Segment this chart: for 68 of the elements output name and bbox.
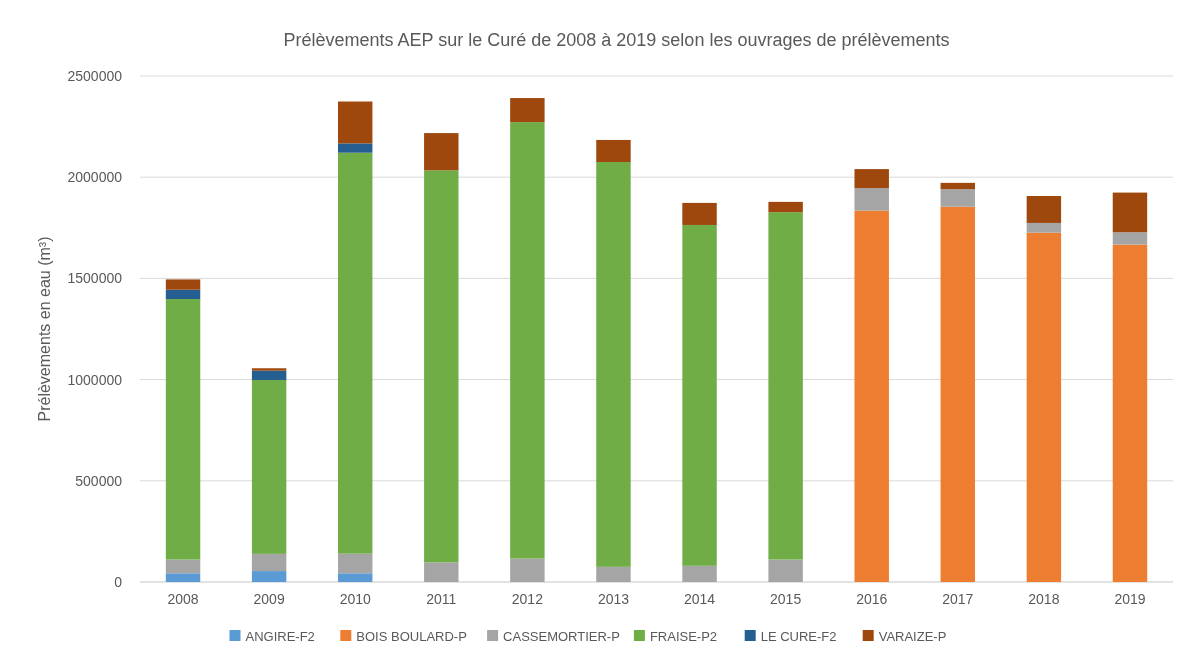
y-tick-label: 2000000 — [67, 169, 123, 186]
bar — [940, 189, 976, 207]
bar — [1112, 244, 1148, 582]
bar — [940, 182, 976, 190]
bar — [510, 558, 545, 582]
bar — [854, 188, 889, 211]
bar — [510, 122, 545, 559]
bar — [337, 573, 373, 582]
x-tick-label: 2014 — [683, 591, 716, 607]
bar — [1112, 192, 1148, 233]
bar — [1026, 232, 1062, 582]
x-tick-label: 2008 — [167, 591, 199, 607]
bar — [596, 139, 631, 163]
bar — [337, 101, 373, 144]
y-tick-label: 2500000 — [67, 67, 123, 84]
x-tick-label: 2015 — [770, 591, 802, 607]
bar — [337, 152, 373, 554]
x-tick-label: 2012 — [511, 591, 544, 607]
x-tick-label: 2017 — [942, 591, 974, 607]
x-tick-label: 2009 — [253, 591, 285, 607]
y-tick-label: 500000 — [75, 472, 123, 489]
bar — [424, 170, 459, 563]
bar — [768, 212, 803, 560]
y-tick-label: 1000000 — [67, 371, 123, 388]
bar — [251, 380, 287, 554]
bar — [682, 202, 717, 225]
bar — [682, 565, 717, 582]
legend-label: FRAISE-P2 — [649, 628, 718, 644]
legend-label: LE CURE-F2 — [760, 628, 837, 644]
bar — [337, 553, 373, 574]
bar — [768, 559, 803, 582]
bar — [251, 368, 287, 371]
bar — [337, 143, 373, 153]
x-tick-label: 2018 — [1028, 591, 1060, 607]
bar — [424, 133, 459, 171]
bar — [251, 553, 287, 572]
bar — [510, 98, 545, 123]
x-tick-label: 2019 — [1114, 591, 1146, 607]
bar — [165, 289, 201, 300]
legend-label: CASSEMORTIER-P — [503, 628, 620, 644]
bar — [165, 299, 201, 560]
bar — [1026, 222, 1062, 233]
bar — [682, 224, 717, 566]
x-tick-label: 2016 — [856, 591, 888, 607]
bar — [596, 566, 631, 582]
bar — [854, 169, 889, 189]
bar — [596, 162, 631, 567]
y-tick-label: 1500000 — [67, 270, 123, 287]
bar — [165, 279, 201, 290]
chart-title: Prélèvements AEP sur le Curé de 2008 à 2019 selon les ouvrages de prélèvements — [283, 30, 950, 50]
x-tick-label: 2013 — [597, 591, 630, 607]
x-tick-label: 2010 — [339, 591, 371, 607]
x-tick-label: 2011 — [426, 591, 457, 607]
bar — [854, 210, 889, 582]
bar — [251, 571, 287, 582]
bar — [424, 562, 459, 582]
bar — [251, 370, 287, 380]
bar — [1112, 232, 1148, 245]
legend-label: ANGIRE-F2 — [245, 628, 315, 644]
bar — [940, 206, 976, 582]
legend-label: VARAIZE-P — [878, 628, 947, 644]
y-tick-label: 0 — [114, 573, 123, 590]
bar — [165, 559, 201, 574]
bar — [165, 573, 201, 582]
bar — [1026, 196, 1062, 223]
y-axis-title: Prélèvements en eau (m³) — [36, 236, 53, 422]
legend-label: BOIS BOULARD-P — [356, 628, 467, 644]
bar — [768, 201, 803, 213]
